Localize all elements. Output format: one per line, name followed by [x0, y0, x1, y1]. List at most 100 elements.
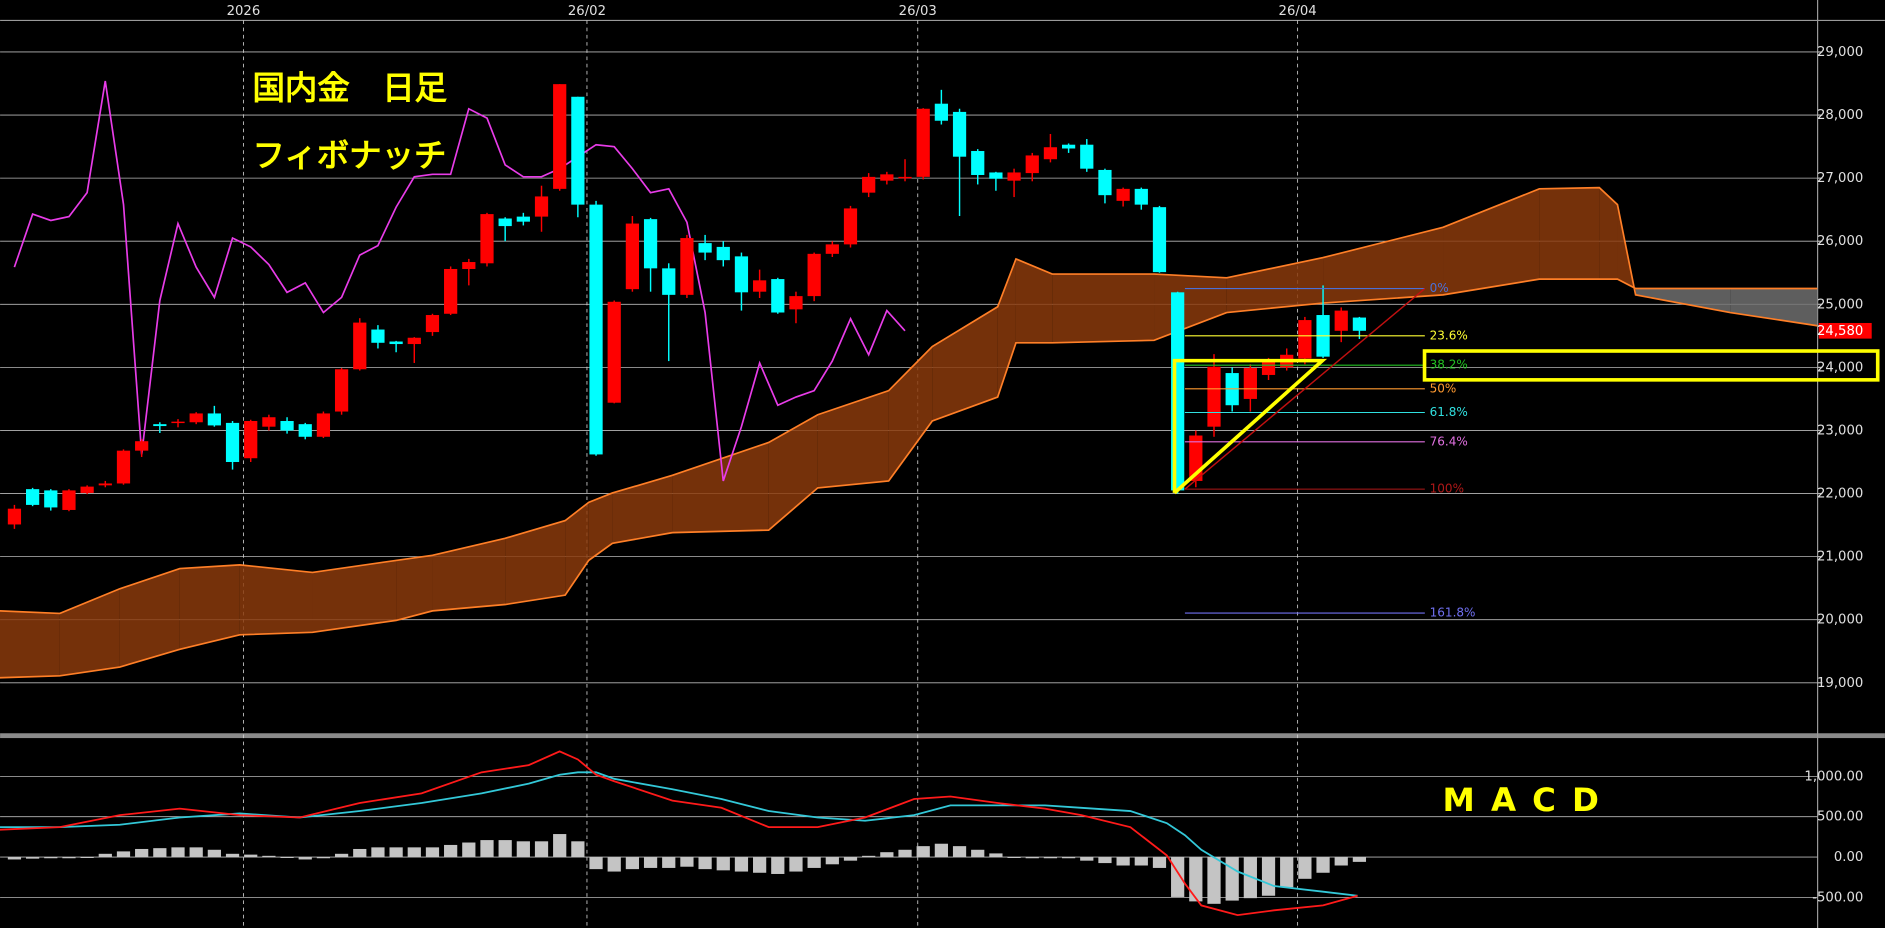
candle-body: [571, 96, 585, 205]
candle-body: [880, 174, 894, 181]
macd-histogram-bar: [843, 857, 858, 861]
cloud-line: [0, 278, 1818, 679]
cloud-segment: [932, 306, 998, 422]
cloud-segment: [0, 610, 60, 678]
macd-histogram-bar: [971, 849, 985, 858]
macd-histogram-bar: [1225, 857, 1239, 901]
fib-label: 50%: [1430, 381, 1457, 395]
candle-body: [480, 214, 494, 264]
x-tick-label: 26/02: [568, 4, 606, 19]
cloud-segment: [817, 390, 889, 488]
panel-separator: [0, 733, 1885, 739]
macd-histogram-bar: [643, 857, 658, 868]
cloud-segment: [565, 502, 589, 596]
fib-label: 0%: [1430, 281, 1449, 295]
macd-histogram-bar: [1243, 857, 1257, 899]
last-price-label: 24,580: [1817, 324, 1863, 339]
fibonacci: 0% 23.6% 38.2% 50% 61.8% 76.4% 100% 161.8%: [1184, 281, 1475, 620]
chart-title: 国内金 日足: [253, 69, 448, 107]
y-tick-label: 500.00: [1817, 810, 1863, 825]
candle-body: [80, 486, 94, 493]
candle-body: [952, 111, 967, 157]
candle-body: [1061, 144, 1076, 149]
candle-body: [462, 262, 476, 269]
candle-body: [1334, 310, 1348, 331]
candle-body: [1043, 147, 1058, 160]
y-tick-label: 1,000.00: [1804, 769, 1863, 784]
macd-histogram-bar: [1098, 857, 1112, 864]
macd-histogram-bar: [898, 849, 912, 858]
candle-body: [1007, 172, 1021, 181]
candle-body: [843, 208, 858, 245]
macd-histogram-bar: [444, 844, 458, 858]
macd-histogram-bar: [1152, 857, 1167, 868]
macd-histogram-bar: [989, 853, 1003, 858]
macd-histogram-bar: [189, 847, 203, 858]
cloud-segment: [1015, 258, 1053, 343]
cloud-segment: [59, 588, 120, 676]
macd-histogram-bar: [1171, 857, 1185, 897]
macd-histogram-bar: [225, 853, 240, 858]
macd-histogram-bar: [135, 848, 149, 858]
candle-body: [643, 219, 658, 269]
candle-body: [862, 176, 876, 193]
candle-body: [516, 216, 530, 222]
macd-histogram-bar: [952, 846, 967, 858]
macd-histogram-bar: [698, 857, 712, 870]
macd-histogram-bar: [371, 847, 385, 858]
macd-histogram-bar: [389, 847, 403, 858]
macd-histogram-bar: [25, 857, 40, 859]
zone-annotation: [1422, 349, 1880, 382]
candle-body: [444, 268, 458, 314]
candle-body: [734, 256, 749, 293]
cloud-segment: [1730, 288, 1818, 326]
macd-histogram-bar: [498, 840, 512, 858]
candle-body: [189, 413, 203, 423]
fib-label: 61.8%: [1430, 405, 1468, 419]
macd-histogram-bar: [316, 857, 331, 859]
macd-histogram-bar: [825, 857, 839, 865]
y-tick-label: 0.00: [1834, 850, 1863, 865]
macd-histogram-bar: [207, 849, 221, 858]
candle-body: [407, 337, 421, 345]
candle-body: [7, 508, 22, 525]
cloud-segment: [672, 442, 769, 533]
macd-histogram-bar: [62, 857, 76, 859]
candle-body: [98, 483, 112, 486]
candle-body: [1116, 188, 1130, 201]
macd-histogram-bar: [353, 848, 367, 858]
candle-body: [244, 421, 258, 459]
macd-histogram-bar: [625, 857, 640, 870]
candle-body: [62, 490, 76, 510]
candle-body: [916, 108, 930, 177]
candle-body: [589, 204, 603, 455]
macd-histogram-bar: [480, 840, 494, 858]
macd-histogram-bar: [116, 851, 131, 858]
candle-body: [1261, 361, 1276, 375]
macd-histogram-bar: [1189, 857, 1203, 902]
macd-histogram-bar: [244, 854, 258, 858]
macd-histogram-bar: [1298, 857, 1312, 879]
macd-histogram-bar: [171, 847, 185, 858]
macd-histogram-bar: [680, 857, 694, 867]
candle-body: [171, 421, 185, 424]
candle-body: [753, 280, 767, 292]
candle-body: [898, 176, 912, 179]
candle-body: [353, 322, 367, 370]
y-tick-label: 28,000: [1817, 108, 1863, 123]
macd-histogram-bar: [1007, 857, 1021, 858]
candle-body: [1134, 188, 1148, 205]
ichimoku-cloud: [0, 186, 1818, 679]
macd-histogram-bar: [1116, 857, 1130, 866]
cloud-line: [0, 186, 1818, 615]
fib-label: 100%: [1430, 482, 1464, 496]
candle-body: [680, 238, 694, 295]
candle-body: [498, 218, 512, 227]
macd-histogram-bar: [880, 852, 894, 858]
macd-histogram-bar: [534, 841, 549, 858]
macd-histogram-bar: [771, 857, 785, 874]
macd-histogram-bar: [98, 853, 112, 858]
macd-histogram-bar: [1280, 857, 1294, 888]
candle-body: [971, 151, 985, 175]
